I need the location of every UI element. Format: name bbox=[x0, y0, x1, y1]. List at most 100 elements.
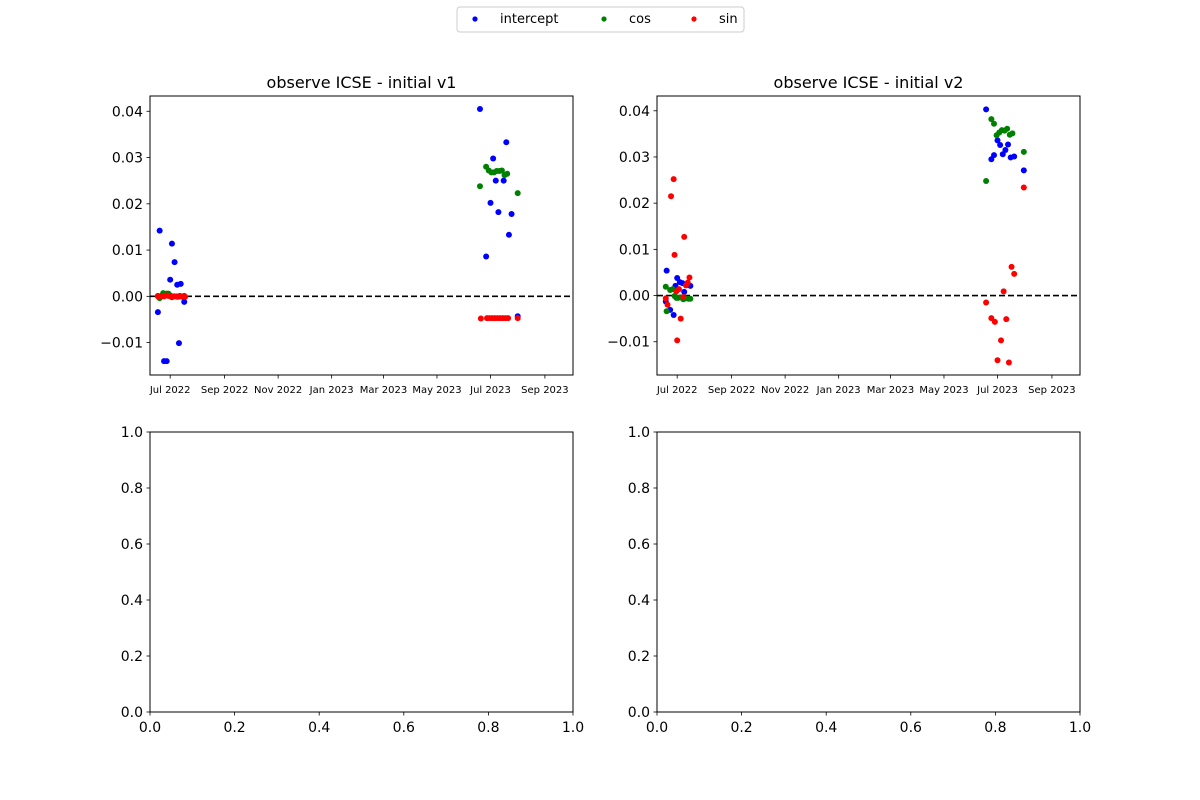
data-point-cos bbox=[687, 295, 694, 302]
legend-marker-sin bbox=[691, 16, 697, 22]
data-point-cos bbox=[504, 170, 511, 177]
data-point-sin bbox=[684, 279, 691, 286]
data-point-sin bbox=[1003, 316, 1010, 323]
x-tick-label: 0.2 bbox=[730, 720, 752, 736]
data-point-cos bbox=[991, 120, 997, 127]
data-point-intercept bbox=[983, 106, 990, 113]
plot-frame bbox=[656, 95, 1081, 376]
data-point-sin bbox=[664, 301, 671, 308]
x-tick-label: 0.8 bbox=[984, 720, 1006, 736]
y-tick-label: 0.0 bbox=[121, 705, 143, 721]
x-tick-label: 0.4 bbox=[815, 720, 837, 736]
y-tick-label: 0.02 bbox=[619, 196, 650, 212]
legend-label-sin: sin bbox=[719, 12, 738, 27]
data-point-intercept bbox=[1020, 167, 1027, 174]
data-point-intercept bbox=[1011, 153, 1018, 160]
data-point-intercept bbox=[1005, 141, 1012, 148]
y-tick-label: 0.01 bbox=[619, 242, 650, 258]
x-tick-label: May 2023 bbox=[919, 385, 968, 396]
x-tick-label: Jul 2022 bbox=[656, 385, 698, 396]
x-axis: Jul 2022 Sep 2022 Nov 2022 Jan 2023 Mar 2023… bbox=[149, 375, 569, 396]
y-tick-label: 0.01 bbox=[112, 243, 143, 259]
x-tick-label: Sep 2023 bbox=[1028, 385, 1075, 396]
data-point-cos bbox=[1004, 125, 1011, 132]
subplot-v1: observe ICSE - initial v1 Jul 2022 Sep 20… bbox=[100, 73, 574, 396]
data-point-sin bbox=[983, 299, 990, 306]
legend-label-intercept: intercept bbox=[500, 12, 559, 27]
x-axis: Jul 2022 Sep 2022 Nov 2022 Jan 2023 Mar 2023… bbox=[656, 375, 1076, 396]
data-point-intercept bbox=[490, 155, 497, 162]
data-point-sin bbox=[994, 357, 1001, 364]
x-axis: 0.0 0.2 0.4 0.6 0.8 1.0 bbox=[139, 712, 584, 736]
data-point-sin bbox=[477, 315, 484, 322]
y-tick-label: −0.01 bbox=[607, 335, 650, 351]
data-point-intercept bbox=[483, 253, 490, 260]
y-tick-label: 0.03 bbox=[112, 151, 143, 167]
subplot-v2: observe ICSE - initial v2 Jul 2022 Sep 20… bbox=[607, 73, 1081, 396]
data-point-sin bbox=[991, 318, 998, 325]
y-tick-label: 0.8 bbox=[121, 481, 143, 497]
data-point-intercept bbox=[505, 231, 512, 238]
data-point-cos bbox=[983, 177, 990, 184]
data-point-intercept bbox=[495, 209, 502, 216]
x-tick-label: Jan 2023 bbox=[816, 385, 861, 396]
data-point-intercept bbox=[181, 298, 188, 305]
data-point-intercept bbox=[492, 177, 499, 184]
data-point-intercept bbox=[503, 139, 510, 146]
y-axis: 0.0 0.2 0.4 0.6 0.8 1.0 bbox=[628, 425, 657, 721]
data-point-sin bbox=[686, 274, 693, 281]
y-tick-label: 1.0 bbox=[121, 425, 143, 441]
subplot-empty-right: 0.0 0.2 0.4 0.6 0.8 1.0 0.0 0.2 0.4 0.6 0.8 1.0 bbox=[628, 425, 1091, 736]
x-tick-label: Jul 2022 bbox=[149, 385, 191, 396]
points-layer bbox=[154, 105, 521, 365]
x-tick-label: Jul 2023 bbox=[469, 385, 511, 396]
data-point-sin bbox=[1020, 184, 1027, 191]
x-tick-label: 0.4 bbox=[308, 720, 330, 736]
data-point-intercept bbox=[487, 199, 494, 206]
legend-marker-cos bbox=[601, 16, 607, 22]
data-point-sin bbox=[1000, 288, 1007, 295]
data-point-intercept bbox=[476, 105, 483, 112]
y-axis: 0.0 0.2 0.4 0.6 0.8 1.0 bbox=[121, 425, 150, 721]
data-point-intercept bbox=[171, 259, 178, 266]
data-point-sin bbox=[670, 176, 677, 183]
data-point-sin bbox=[674, 337, 681, 344]
x-tick-label: Sep 2022 bbox=[201, 385, 248, 396]
legend-marker-intercept bbox=[472, 16, 478, 22]
data-point-intercept bbox=[663, 267, 670, 274]
x-tick-label: Jan 2023 bbox=[309, 385, 354, 396]
data-point-sin bbox=[1008, 263, 1015, 270]
data-point-intercept bbox=[1002, 147, 1009, 154]
data-point-cos bbox=[514, 190, 521, 197]
y-tick-label: 0.03 bbox=[619, 150, 650, 166]
y-tick-label: 1.0 bbox=[628, 425, 650, 441]
y-tick-label: 0.8 bbox=[628, 481, 650, 497]
data-point-intercept bbox=[163, 358, 170, 365]
x-tick-label: 0.2 bbox=[223, 720, 245, 736]
data-point-intercept bbox=[167, 276, 174, 283]
x-tick-label: 0.0 bbox=[139, 720, 161, 736]
data-point-intercept bbox=[500, 177, 507, 184]
x-tick-label: Mar 2023 bbox=[360, 385, 408, 396]
legend-frame bbox=[456, 6, 745, 33]
data-point-intercept bbox=[670, 311, 677, 318]
subplot-title: observe ICSE - initial v1 bbox=[267, 73, 457, 92]
x-axis: 0.0 0.2 0.4 0.6 0.8 1.0 bbox=[646, 712, 1091, 736]
data-point-sin bbox=[1011, 270, 1018, 277]
data-point-sin bbox=[677, 315, 684, 322]
data-point-cos bbox=[1009, 130, 1016, 137]
data-point-sin bbox=[675, 286, 682, 293]
y-tick-label: 0.4 bbox=[121, 593, 143, 609]
data-point-cos bbox=[498, 167, 505, 174]
x-tick-label: Sep 2022 bbox=[708, 385, 755, 396]
y-tick-label: 0.0 bbox=[628, 705, 650, 721]
data-point-intercept bbox=[681, 288, 688, 295]
subplot-title: observe ICSE - initial v2 bbox=[774, 73, 964, 92]
data-point-cos bbox=[663, 308, 670, 315]
data-point-sin bbox=[662, 295, 669, 302]
y-tick-label: 0.2 bbox=[121, 649, 143, 665]
y-tick-label: 0.00 bbox=[619, 289, 650, 305]
y-tick-label: 0.04 bbox=[619, 104, 650, 120]
